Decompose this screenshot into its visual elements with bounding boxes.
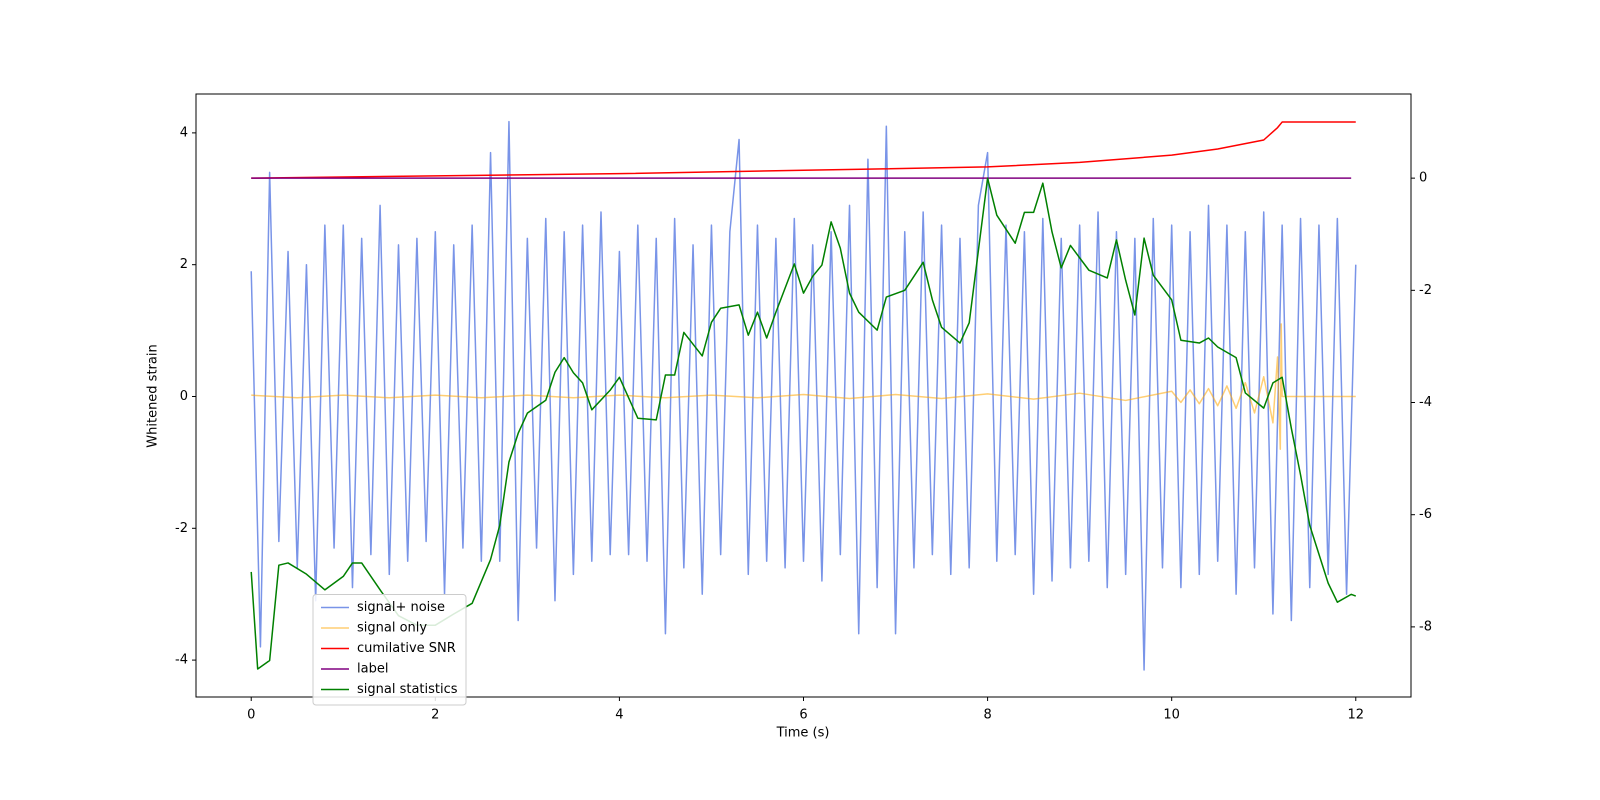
y2-tick-label: -6 <box>1419 507 1432 522</box>
legend-label: cumilative SNR <box>357 641 456 656</box>
x-axis-label: Time (s) <box>776 726 830 741</box>
x-tick-label: 10 <box>1163 708 1180 723</box>
plot-area <box>250 120 1357 671</box>
x-tick-label: 6 <box>799 708 807 723</box>
legend-box <box>312 594 467 706</box>
x-tick-label: 8 <box>983 708 991 723</box>
y2-tick-label: -4 <box>1419 395 1432 410</box>
x-tick-label: 0 <box>247 708 255 723</box>
y-tick-label: -2 <box>175 521 188 536</box>
legend-label: signal only <box>357 621 427 636</box>
series-line <box>251 323 1356 450</box>
legend-label: signal statistics <box>357 682 458 697</box>
legend-label: label <box>357 662 388 677</box>
x-tick-label: 2 <box>431 708 439 723</box>
x-tick-label: 12 <box>1347 708 1364 723</box>
y2-tick-label: 0 <box>1419 171 1427 186</box>
series-line <box>251 121 1356 179</box>
y-tick-label: 4 <box>180 125 188 140</box>
x-tick-label: 4 <box>615 708 623 723</box>
y-tick-label: 2 <box>180 257 188 272</box>
plot-frame <box>195 93 1412 698</box>
y2-tick-label: -8 <box>1419 619 1432 634</box>
y-axis-label: Whitened strain <box>146 344 161 447</box>
series-line <box>250 177 1357 670</box>
y2-tick-label: -2 <box>1419 283 1432 298</box>
y-tick-label: -4 <box>175 653 188 668</box>
series-line <box>250 120 1357 671</box>
legend-label: signal+ noise <box>357 600 445 615</box>
y-tick-label: 0 <box>180 389 188 404</box>
